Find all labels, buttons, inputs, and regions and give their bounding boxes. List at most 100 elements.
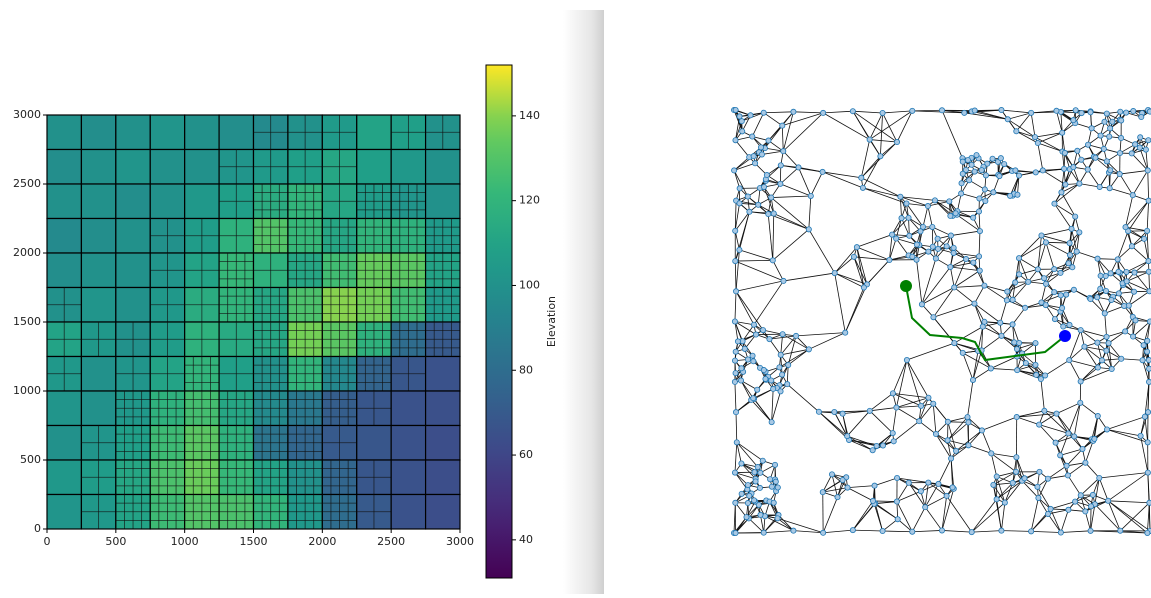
mesh-edge [823,113,870,140]
cell [81,219,115,254]
mesh-node [775,485,780,490]
mesh-node [1104,111,1109,116]
mesh-node [733,500,738,505]
mesh-node [906,215,911,220]
mesh-edge [735,291,736,321]
mesh-node [755,464,760,469]
mesh-node [840,477,845,482]
mesh-node [1106,498,1111,503]
mesh-node [744,515,749,520]
mesh-edge [768,214,773,260]
mesh-node [1058,293,1063,298]
mesh-edge [1108,501,1149,503]
mesh-node [898,194,903,199]
mesh-node [1023,361,1028,366]
mesh-node [1080,446,1085,451]
mesh-edge [896,239,908,256]
mesh-node [1065,473,1070,478]
mesh-node [1145,349,1150,354]
mesh-node [1145,228,1150,233]
mesh-edge [942,110,962,158]
mesh-node [904,201,909,206]
mesh-node [1053,440,1058,445]
mesh-node [997,173,1002,178]
mesh-node [926,249,931,254]
mesh-node [1095,295,1100,300]
mesh-edge [1000,300,1007,322]
mesh-edge [857,235,892,248]
cell [357,150,391,185]
cell [47,495,81,530]
mesh-node [931,401,936,406]
mesh-edge [1061,510,1069,533]
mesh-node [733,107,738,112]
mesh-node [1035,140,1040,145]
mesh-edge [954,287,974,303]
mesh-edge [1041,379,1044,411]
mesh-edge [1061,112,1082,113]
cell [47,426,81,461]
mesh-node [1022,305,1027,310]
mesh-node [1013,280,1018,285]
mesh-node [1133,318,1138,323]
mesh-node [735,339,740,344]
mesh-edge [735,261,783,281]
mesh-node [966,420,971,425]
mesh-node [1037,422,1042,427]
mesh-edge [1054,204,1071,229]
cell [116,288,150,323]
mesh-node [1014,346,1019,351]
mesh-edge [845,284,867,332]
mesh-node [1089,126,1094,131]
mesh-node [923,505,928,510]
mesh-node [1073,499,1078,504]
mesh-node [1131,289,1136,294]
mesh-node [859,175,864,180]
mesh-node [1097,184,1102,189]
mesh-edge [950,263,973,267]
mesh-node [1095,256,1100,261]
mesh-node [745,194,750,199]
mesh-node [1119,135,1124,140]
cell [426,357,460,392]
cell [426,460,460,495]
mesh-edge [950,267,954,287]
mesh-node [1034,372,1039,377]
mesh-node [780,332,785,337]
mesh-node [979,168,984,173]
mesh-node [1146,366,1151,371]
mesh-node [926,480,931,485]
mesh-edge [870,411,893,433]
mesh-node [733,349,738,354]
mesh-node [1043,240,1048,245]
mesh-node [1045,511,1050,516]
mesh-node [1137,145,1142,150]
mesh-node [999,333,1004,338]
mesh-node [1004,298,1009,303]
mesh-node [1052,316,1057,321]
mesh-edge [1105,313,1107,337]
mesh-edge [880,113,882,156]
mesh-node [867,408,872,413]
mesh-node [1133,142,1138,147]
mesh-node [733,258,738,263]
mesh-node [1145,440,1150,445]
mesh-node [1052,290,1057,295]
mesh-node [1145,470,1150,475]
mesh-node [918,489,923,494]
cell [47,184,81,219]
mesh-edge [735,261,736,291]
mesh-edge [942,496,947,531]
mesh-node [1073,214,1078,219]
mesh-node [845,433,850,438]
cell [426,150,460,185]
mesh-node [1099,358,1104,363]
mesh-node [758,145,763,150]
mesh-node [894,405,899,410]
mesh-node [971,215,976,220]
mesh-node [1131,108,1136,113]
mesh-node [962,110,967,115]
colorbar-tick-label: 60 [519,448,533,461]
mesh-edge [1134,273,1149,292]
mesh-node [759,152,764,157]
